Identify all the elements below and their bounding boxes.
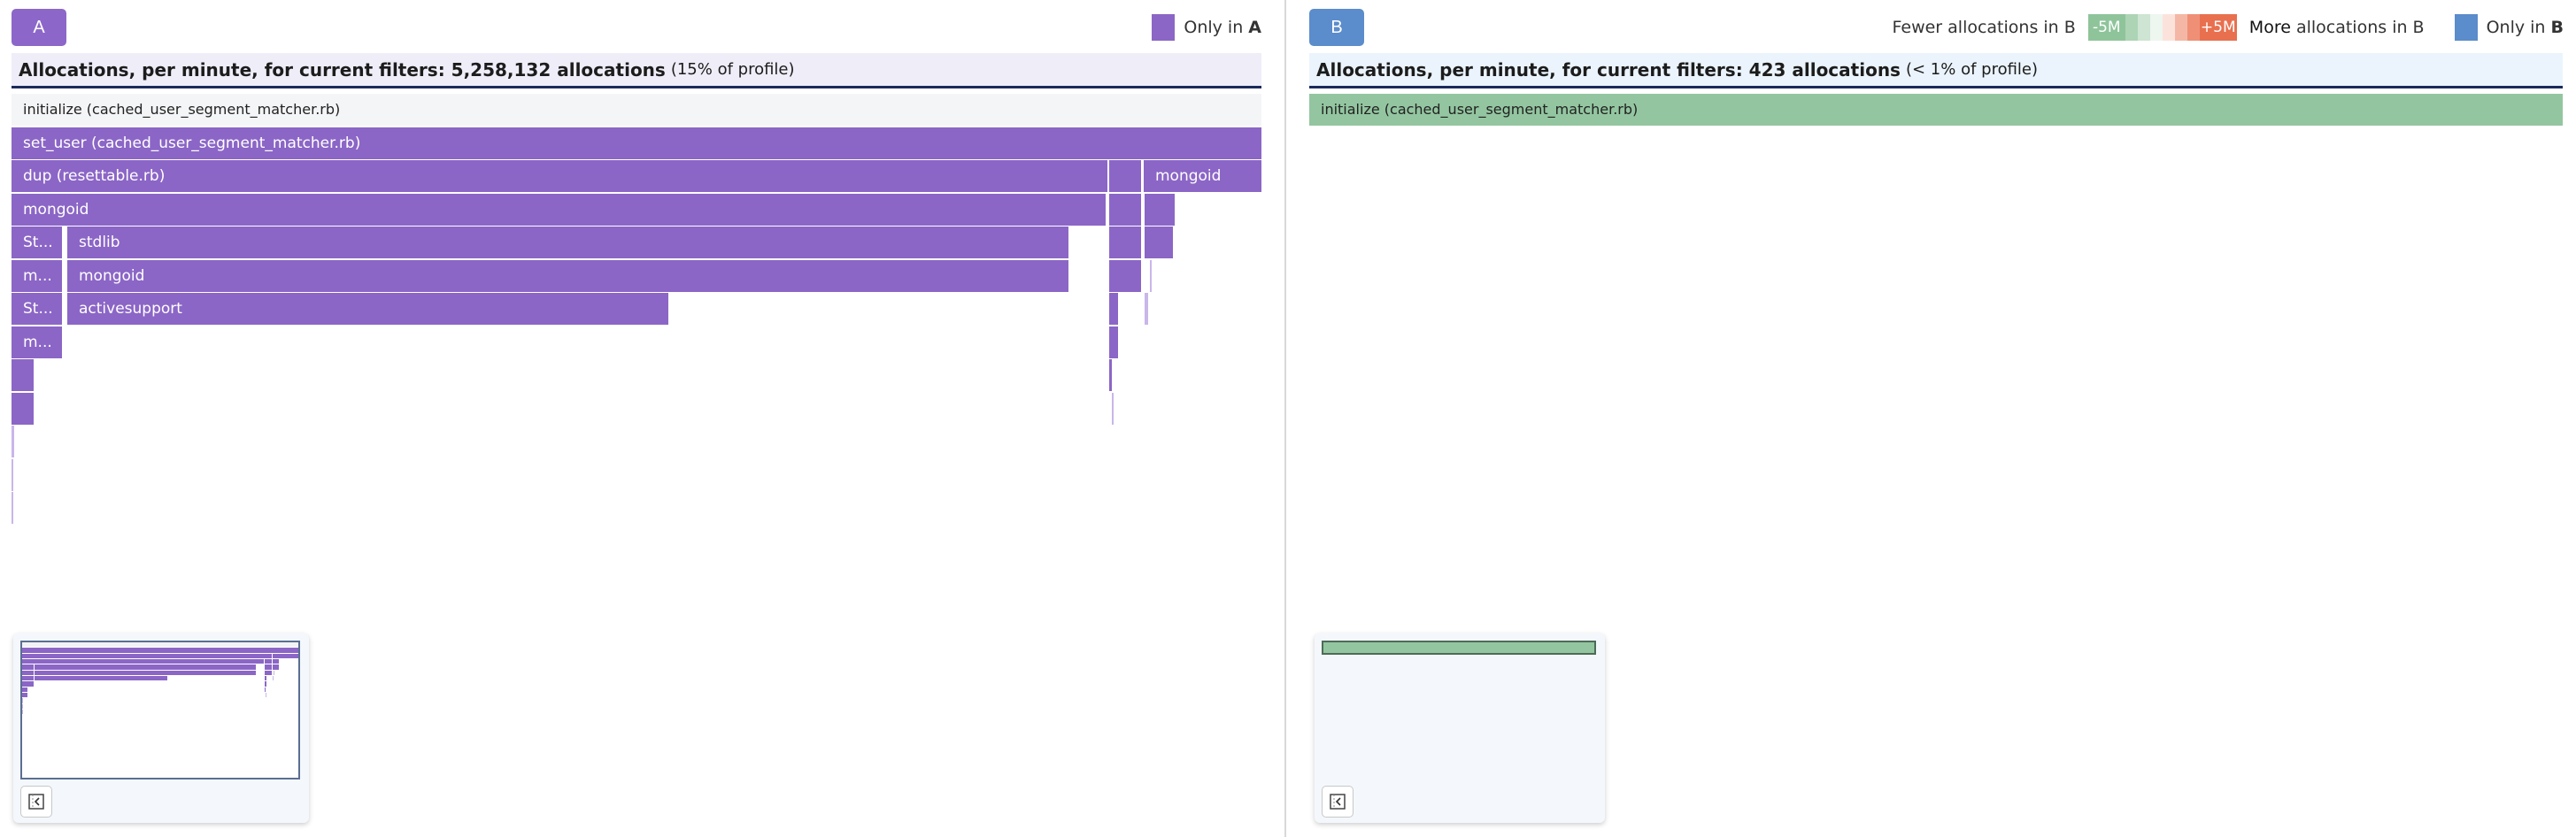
- title-text: Allocations, per minute, for current fil…: [19, 58, 666, 81]
- profile-b-button[interactable]: B: [1309, 9, 1364, 46]
- legend-more-text: allocations in B: [2290, 18, 2425, 37]
- flame-frame[interactable]: St...: [12, 227, 62, 258]
- minimap-toggle-button[interactable]: [1322, 786, 1354, 818]
- diff-color-scale: -5M +5M: [2087, 14, 2237, 41]
- legend-b-letter: B: [2550, 18, 2564, 37]
- flame-frame[interactable]: [12, 392, 34, 425]
- flame-frame[interactable]: [1109, 293, 1118, 325]
- flame-frame[interactable]: m...: [12, 259, 62, 292]
- legend-more-bold: More: [2248, 18, 2291, 37]
- flame-frame[interactable]: [1150, 259, 1152, 292]
- minimap-frame: [264, 664, 272, 670]
- minimap-frame: [22, 692, 27, 698]
- only-in-a-swatch: [1152, 14, 1176, 41]
- minimap-frame: [34, 675, 167, 681]
- minimap-frame: [22, 687, 27, 692]
- legend-a: Only in A: [1152, 12, 1261, 42]
- flamegraph-b[interactable]: initialize (cached_user_segment_matcher.…: [1309, 94, 2563, 589]
- flame-frame[interactable]: m...: [12, 326, 62, 358]
- flame-frame[interactable]: [1145, 293, 1148, 325]
- flame-frame[interactable]: [1112, 392, 1114, 425]
- scale-swatch: [2149, 14, 2163, 41]
- minimap-frame: [272, 658, 280, 664]
- flame-frame[interactable]: [1109, 359, 1112, 391]
- minimap-frame: [264, 681, 267, 687]
- flame-frame[interactable]: [1109, 259, 1141, 292]
- minimap-frame: [34, 664, 256, 670]
- minimap-frame: [272, 675, 274, 681]
- minimap-toggle-button[interactable]: [20, 786, 52, 818]
- minimap-frame: [22, 703, 23, 709]
- flame-frame[interactable]: St...: [12, 293, 62, 325]
- sidebar-collapse-icon: [1330, 794, 1346, 810]
- minimap-frame: [264, 670, 272, 675]
- minimap-b[interactable]: [1315, 634, 1605, 823]
- flame-frame[interactable]: stdlib: [67, 227, 1068, 258]
- flame-frame[interactable]: initialize (cached_user_segment_matcher.…: [1309, 94, 2563, 126]
- allocations-title-a: Allocations, per minute, for current fil…: [12, 53, 1261, 88]
- flame-frame[interactable]: activesupport: [67, 293, 668, 325]
- minimap-frame: [264, 675, 267, 681]
- title-note: (< 1% of profile): [1905, 60, 2039, 79]
- scale-swatch: [2125, 14, 2138, 41]
- legend-only-in-a-text: Only in: [1184, 18, 1249, 37]
- minimap-frame: [264, 653, 272, 658]
- flame-frame[interactable]: [1109, 160, 1141, 192]
- flame-frame[interactable]: [12, 458, 13, 491]
- flamegraph-panel-a: A Only in A Allocations, per minute, for…: [0, 0, 1284, 837]
- scale-swatch: [2187, 14, 2200, 41]
- flame-frame[interactable]: mongoid: [1144, 160, 1261, 192]
- minimap-frame: [272, 664, 279, 670]
- plus-5m-swatch: +5M: [2199, 14, 2237, 41]
- flame-frame[interactable]: set_user (cached_user_segment_matcher.rb…: [12, 127, 1261, 159]
- title-text: Allocations, per minute, for current fil…: [1316, 58, 1901, 81]
- flame-frame[interactable]: [1109, 326, 1118, 358]
- flame-frame[interactable]: [1109, 193, 1141, 226]
- minimap-viewport[interactable]: [20, 641, 300, 779]
- only-in-b-swatch: [2454, 14, 2478, 41]
- minimap-frame: [264, 658, 272, 664]
- legend-only-in-b-text: Only in: [2486, 18, 2551, 37]
- minimap-frame: [22, 709, 23, 715]
- minimap-frame: [22, 681, 34, 687]
- flame-frame[interactable]: [1109, 227, 1141, 258]
- scale-swatch: [2174, 14, 2187, 41]
- flame-frame[interactable]: initialize (cached_user_segment_matcher.…: [12, 94, 1261, 126]
- legend-b: Fewer allocations in B -5M +5M More allo…: [1892, 12, 2564, 42]
- minimap-frame: [34, 670, 256, 675]
- minimap-frame: [22, 648, 298, 653]
- flamegraph-panel-b: B Fewer allocations in B -5M +5M More al…: [1288, 0, 2576, 837]
- scale-swatch: [2137, 14, 2150, 41]
- flame-frame[interactable]: mongoid: [12, 193, 1106, 226]
- minimap-frame: [22, 642, 298, 648]
- minimap-frame: [272, 653, 298, 658]
- minimap-a[interactable]: [13, 634, 309, 823]
- minimap-frame: [22, 670, 34, 675]
- flame-frame[interactable]: [1145, 193, 1175, 226]
- flame-frame[interactable]: [12, 359, 34, 391]
- minimap-frame: [22, 698, 23, 703]
- minimap-viewport[interactable]: [1322, 641, 1596, 779]
- minus-5m-swatch: -5M: [2087, 14, 2125, 41]
- minimap-frame: [22, 653, 265, 658]
- profile-a-button[interactable]: A: [12, 9, 66, 46]
- allocations-title-b: Allocations, per minute, for current fil…: [1309, 53, 2563, 88]
- flame-frame[interactable]: [1145, 227, 1173, 258]
- legend-fewer-text: Fewer allocations in B: [1892, 18, 2076, 37]
- minimap-frame: [22, 675, 34, 681]
- flamegraph-a[interactable]: initialize (cached_user_segment_matcher.…: [12, 94, 1261, 589]
- minimap-frame: [22, 664, 34, 670]
- scale-swatch: [2162, 14, 2175, 41]
- panel-divider[interactable]: [1284, 0, 1286, 837]
- title-note: (15% of profile): [670, 60, 795, 79]
- flame-frame[interactable]: dup (resettable.rb): [12, 160, 1107, 192]
- legend-a-letter: A: [1248, 18, 1261, 37]
- flame-frame[interactable]: [12, 426, 14, 457]
- minimap-frame: [264, 687, 266, 692]
- sidebar-collapse-icon: [28, 794, 44, 810]
- flame-frame[interactable]: mongoid: [67, 259, 1068, 292]
- flame-frame[interactable]: [12, 492, 13, 524]
- minimap-frame: [1322, 641, 1596, 655]
- minimap-frame: [22, 658, 265, 664]
